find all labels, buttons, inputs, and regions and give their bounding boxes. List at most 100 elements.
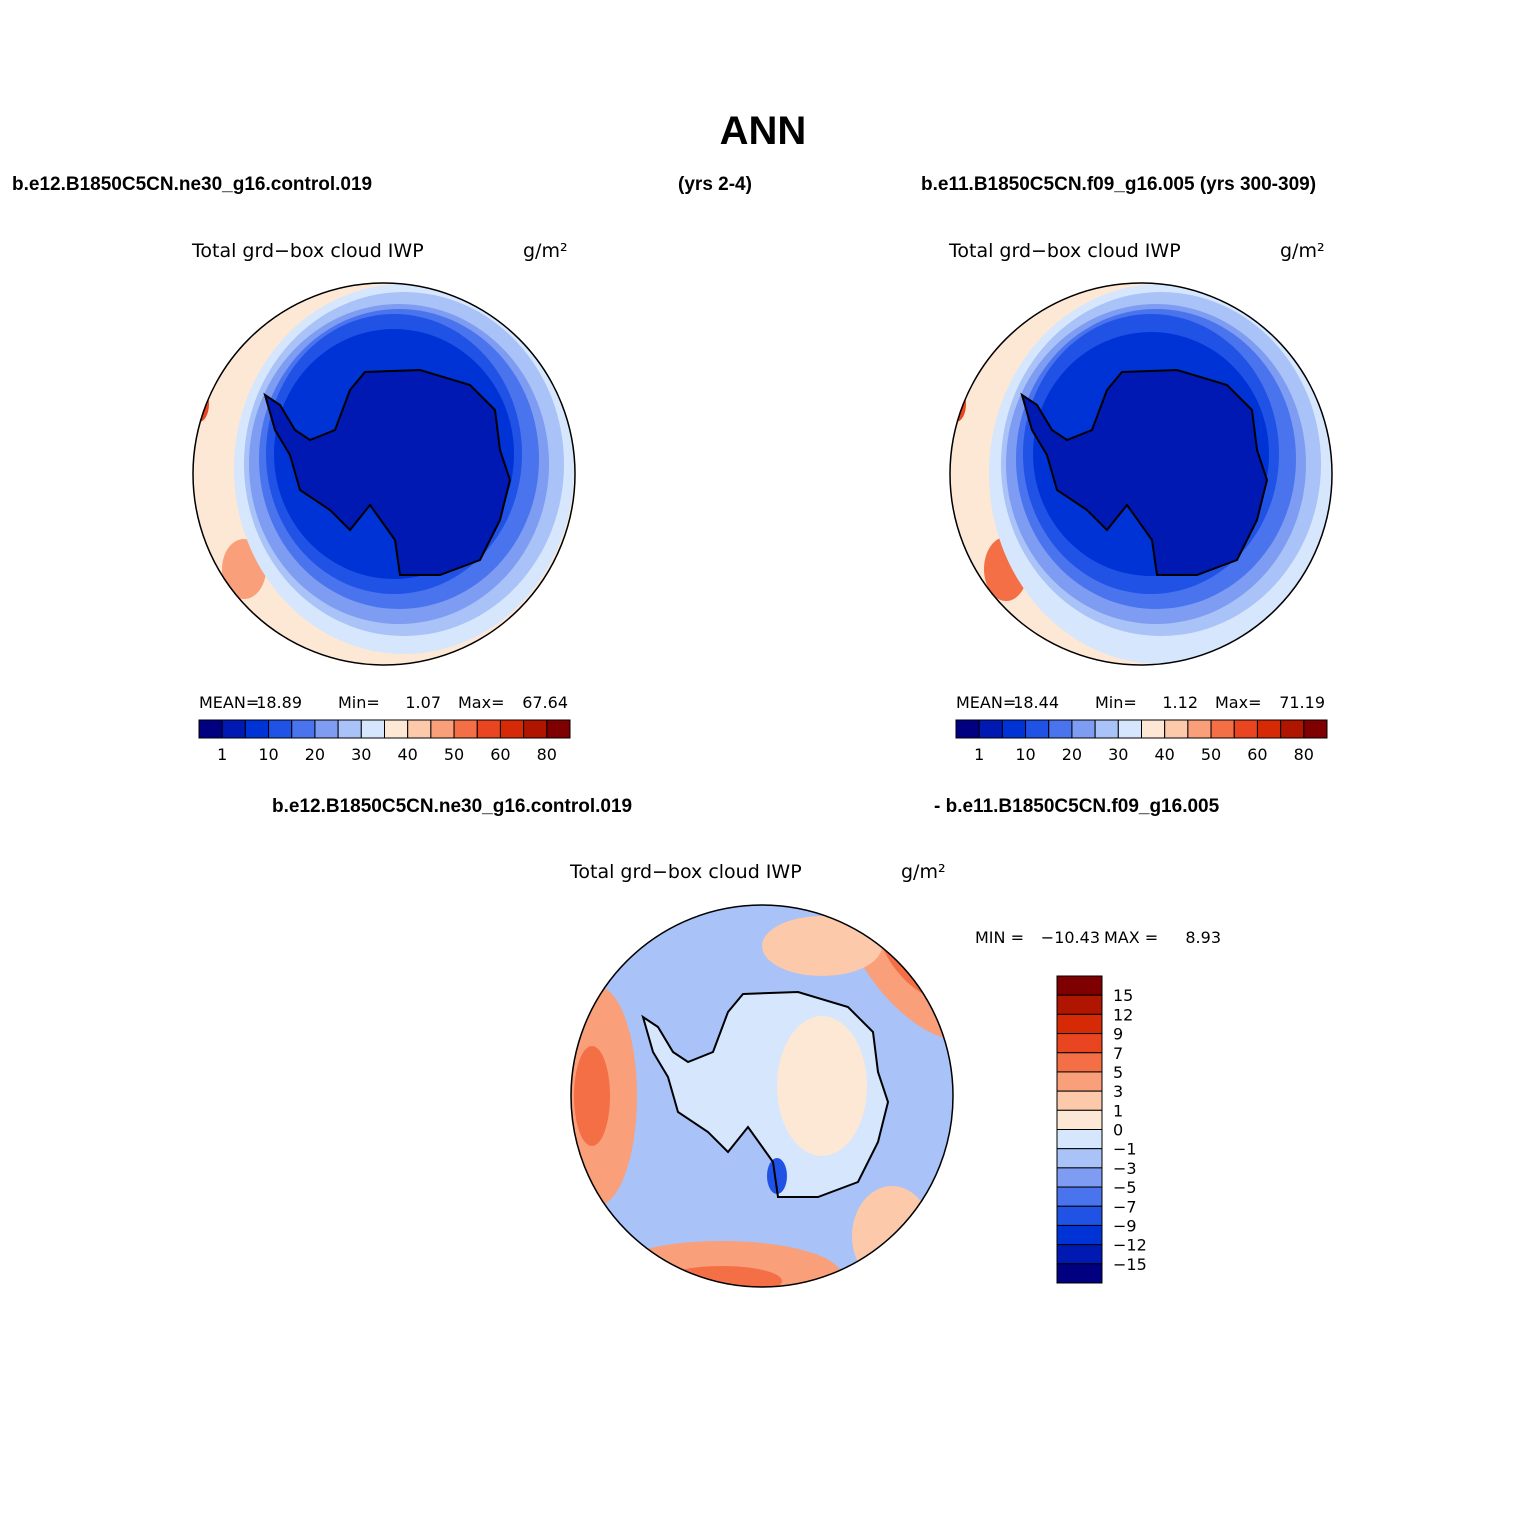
colorbar-box: [1048, 719, 1073, 739]
stat-label: Max=: [1215, 693, 1261, 712]
colorbar-box: [1056, 1263, 1103, 1284]
panel-title: Total grd−box cloud IWP: [569, 861, 802, 883]
colorbar-box: [476, 719, 501, 739]
colorbar-label: 3: [1113, 1082, 1123, 1101]
colorbar-box: [1210, 719, 1235, 739]
colorbar-box: [1303, 719, 1328, 739]
case-years: (yrs 2-4): [678, 174, 752, 195]
stat-value: 1.12: [1162, 693, 1198, 712]
stat-value: 8.93: [1185, 928, 1221, 947]
colorbar-box: [244, 719, 270, 739]
stat-label: Min=: [338, 693, 380, 712]
colorbar-box: [499, 719, 525, 739]
colorbar-label: −5: [1113, 1178, 1137, 1197]
case-right: b.e11.B1850C5CN.f09_g16.005 (yrs 300-309…: [921, 174, 1316, 195]
colorbar-label: 20: [1062, 745, 1082, 764]
polar-map: [570, 904, 954, 1288]
colorbar-box: [1141, 719, 1166, 739]
colorbar-label: 10: [258, 745, 278, 764]
colorbar-box: [337, 719, 362, 739]
stat-value: 18.44: [1013, 693, 1059, 712]
colorbar-label: 1: [974, 745, 984, 764]
colorbar-box: [1187, 719, 1212, 739]
colorbar-box: [453, 719, 478, 739]
panel-units: g/m²: [1280, 240, 1325, 262]
colorbar-box: [1056, 1186, 1103, 1207]
panel-units: g/m²: [523, 240, 568, 262]
stat-value: 1.07: [405, 693, 441, 712]
figure-title: ANN: [720, 109, 807, 153]
colorbar-box: [1056, 1167, 1103, 1188]
colorbar-label: −3: [1113, 1159, 1137, 1178]
colorbar-box: [1094, 719, 1119, 739]
colorbar-label: 40: [398, 745, 418, 764]
colorbar-label: 60: [1247, 745, 1267, 764]
colorbar-box: [546, 719, 571, 739]
colorbar-box: [221, 719, 246, 739]
colorbar-label: 80: [537, 745, 557, 764]
colorbar-label: 50: [1201, 745, 1221, 764]
colorbar-box: [314, 719, 339, 739]
colorbar-label: 1: [1113, 1101, 1123, 1120]
stat-label: MEAN=: [956, 693, 1016, 712]
colorbar-box: [268, 719, 293, 739]
stat-value: 18.89: [256, 693, 302, 712]
colorbar-box: [291, 719, 316, 739]
colorbar-box: [1056, 1052, 1103, 1073]
colorbar-label: 30: [1108, 745, 1128, 764]
colorbar-box: [1164, 719, 1189, 739]
colorbar-label: 1: [217, 745, 227, 764]
colorbar-box: [1071, 719, 1096, 739]
stat-label: Max=: [458, 693, 504, 712]
colorbar-label: −7: [1113, 1197, 1137, 1216]
colorbar-box: [198, 719, 223, 739]
colorbar-box: [430, 719, 455, 739]
colorbar-label: −15: [1113, 1255, 1147, 1274]
colorbar-box: [384, 719, 409, 739]
colorbar-label: 12: [1113, 1005, 1133, 1024]
diff-case-right: - b.e11.B1850C5CN.f09_g16.005: [934, 796, 1220, 817]
colorbar-box: [1056, 1205, 1103, 1226]
colorbar-box: [1056, 1013, 1103, 1035]
colorbar-box: [1001, 719, 1027, 739]
polar-map: [949, 282, 1333, 666]
colorbar-box: [407, 719, 432, 739]
colorbar-label: 30: [351, 745, 371, 764]
colorbar-label: −1: [1113, 1140, 1137, 1159]
stat-label: MEAN=: [199, 693, 259, 712]
colorbar-label: 7: [1113, 1044, 1123, 1063]
colorbar-label: 60: [490, 745, 510, 764]
colorbar-box: [1280, 719, 1305, 739]
colorbar-box: [1056, 975, 1103, 996]
colorbar-box: [1025, 719, 1050, 739]
colorbar-box: [1056, 1090, 1103, 1111]
colorbar-box: [1056, 1224, 1103, 1246]
colorbar-box: [955, 719, 980, 739]
stat-label: MAX =: [1104, 928, 1158, 947]
colorbar-label: 10: [1015, 745, 1035, 764]
colorbar-box: [360, 719, 385, 739]
colorbar-box: [1056, 1071, 1103, 1092]
colorbar-label: 20: [305, 745, 325, 764]
panel-units: g/m²: [901, 861, 946, 883]
colorbar-box: [1056, 1148, 1103, 1169]
panel-title: Total grd−box cloud IWP: [191, 240, 424, 262]
panel-title: Total grd−box cloud IWP: [948, 240, 1181, 262]
colorbar-box: [1056, 1244, 1103, 1265]
diff-case-left: b.e12.B1850C5CN.ne30_g16.control.019: [272, 796, 632, 817]
colorbar-box: [1056, 1129, 1103, 1150]
colorbar-label: 0: [1113, 1121, 1123, 1140]
colorbar-box: [1056, 1109, 1103, 1130]
colorbar-box: [978, 719, 1003, 739]
stat-value: 71.19: [1279, 693, 1325, 712]
colorbar-box: [1256, 719, 1282, 739]
colorbar-box: [523, 719, 548, 739]
colorbar-box: [1056, 1033, 1103, 1054]
stat-value: −10.43: [1041, 928, 1100, 947]
stat-label: MIN =: [975, 928, 1024, 947]
colorbar-box: [1117, 719, 1142, 739]
colorbar-box: [1056, 994, 1103, 1015]
polar-map: [192, 282, 576, 666]
